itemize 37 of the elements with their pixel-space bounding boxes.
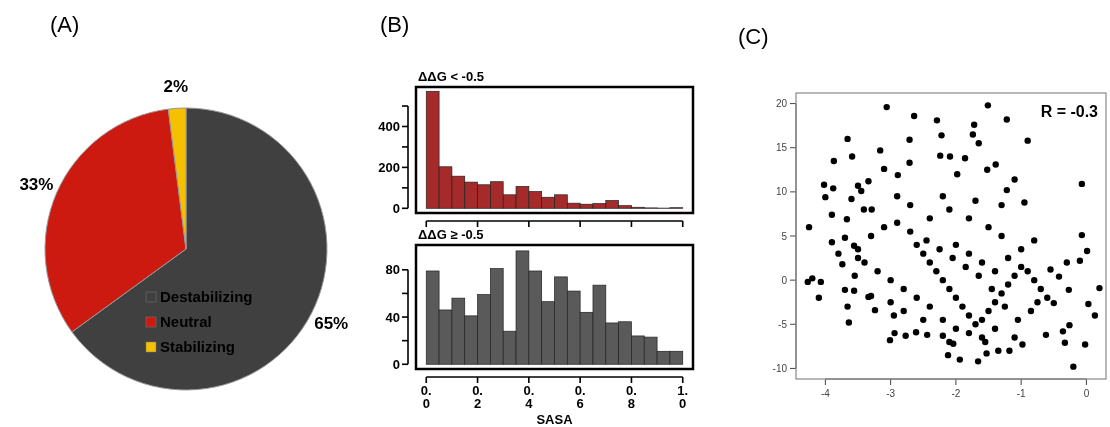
x-tick-label: 0 [1083,388,1090,399]
x-tick-label: 0.2 [472,383,483,411]
x-tick-label: 0.4 [523,383,535,411]
y-tick-label: 40 [385,309,400,325]
x-tick-label: -1 [1016,388,1027,399]
y-tick-label: -10 [772,362,788,374]
y-tick-label: 15 [775,142,788,154]
legend-label: Destabilizing [160,288,253,305]
x-tick-label: 0.8 [626,383,637,411]
y-tick-label: 0 [392,356,400,372]
x-tick-label: 0.0 [420,383,432,411]
chart-title: ΔΔG < -0.5 [418,69,485,84]
text: (A) [50,12,80,37]
x-tick-label: 1.0 [677,383,689,411]
y-tick-label: 5 [781,230,788,242]
x-tick-label: -3 [886,388,896,399]
y-tick-label: 0 [392,200,400,216]
x-tick-label: -2 [951,388,961,399]
y-tick-label: 20 [775,98,788,110]
annotation: R = -0.3 [1040,103,1099,120]
legend-label: Neutral [160,313,212,330]
y-tick-label: 200 [378,159,400,175]
x-tick-label: 0.6 [574,383,586,411]
legend-label: Stabilizing [160,338,235,355]
chart-title: ΔΔG ≥ -0.5 [418,227,484,242]
data-label: 2% [163,77,189,97]
y-tick-label: -5 [778,318,788,330]
text: (C) [738,24,769,49]
y-tick-label: 400 [378,118,400,134]
x-tick-label: -4 [820,388,831,399]
x-axis-title: SASA [536,412,574,427]
y-tick-label: 10 [775,186,788,198]
y-tick-label: 0 [781,274,788,286]
text: (B) [380,12,410,37]
y-tick-label: 80 [385,262,400,278]
data-label: 65% [314,314,349,333]
data-label: 33% [19,175,54,195]
